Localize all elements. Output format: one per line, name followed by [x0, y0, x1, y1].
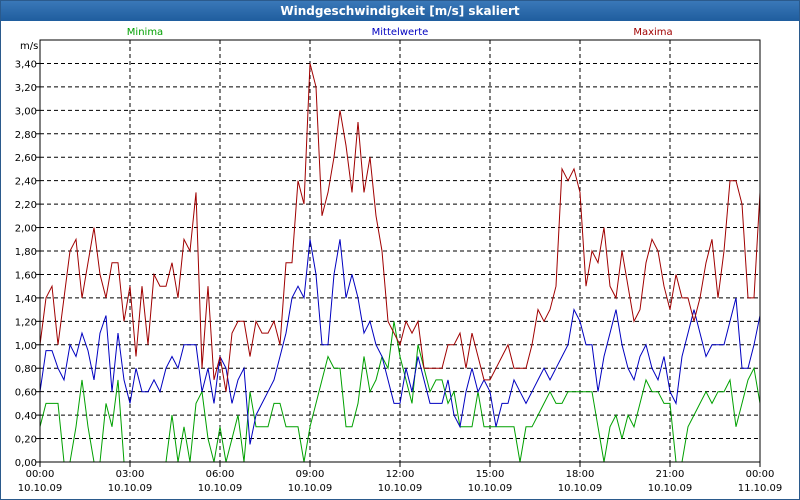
y-tick-label: 0,00	[15, 458, 37, 469]
y-tick-label: 0,20	[15, 435, 37, 446]
y-tick-label: 0,40	[15, 411, 37, 422]
x-tick-date: 10.10.09	[468, 483, 513, 494]
y-tick-label: 1,40	[15, 294, 37, 305]
series-lines	[39, 63, 761, 463]
legend-minima: Minima	[127, 27, 163, 38]
y-tick-label: 2,80	[15, 130, 37, 141]
x-tick-date: 10.10.09	[648, 483, 693, 494]
series-line-maxima	[39, 63, 761, 392]
y-tick-label: 0,80	[15, 364, 37, 375]
legend-maxima: Maxima	[633, 27, 672, 38]
x-tick-date: 10.10.09	[108, 483, 153, 494]
x-tick-time: 12:00	[386, 469, 415, 480]
y-tick-label: 2,00	[15, 224, 37, 235]
y-tick-label: 2,40	[15, 177, 37, 188]
x-axis: 00:00 10.10.09 03:00 10.10.09 06:00 10.10.09 0…	[18, 462, 783, 494]
y-tick-label: 0,60	[15, 388, 37, 399]
x-tick-time: 00:00	[746, 469, 775, 480]
y-tick-label: 2,20	[15, 200, 37, 211]
grid	[40, 40, 760, 463]
y-axis-label: m/s	[20, 41, 38, 52]
y-axis: 0,00 0,20 0,40 0,60 0,80 1,00 1,20 1,40 1,60 1,80…	[15, 59, 40, 469]
x-tick-time: 03:00	[116, 469, 145, 480]
y-tick-label: 2,60	[15, 153, 37, 164]
y-tick-label: 1,00	[15, 341, 37, 352]
x-tick-date: 10.10.09	[198, 483, 243, 494]
x-tick-date: 10.10.09	[378, 483, 423, 494]
series-line-mittelwerte	[39, 239, 761, 445]
chart-svg: 0,00 0,20 0,40 0,60 0,80 1,00 1,20 1,40 1,60 1,80…	[15, 27, 783, 494]
x-tick-time: 09:00	[296, 469, 325, 480]
x-tick-date: 10.10.09	[288, 483, 333, 494]
y-tick-label: 1,60	[15, 270, 37, 281]
x-tick-time: 15:00	[476, 469, 505, 480]
x-tick-date: 10.10.09	[18, 483, 63, 494]
y-tick-label: 3,00	[15, 106, 37, 117]
plot-frame	[39, 39, 761, 463]
x-tick-time: 21:00	[656, 469, 685, 480]
chart-title: Windgeschwindigkeit [m/s] skaliert	[1, 1, 799, 21]
legend-mittelwerte: Mittelwerte	[372, 27, 429, 38]
y-tick-label: 1,20	[15, 317, 37, 328]
x-tick-time: 00:00	[26, 469, 55, 480]
x-tick-time: 18:00	[566, 469, 595, 480]
x-tick-date: 10.10.09	[558, 483, 603, 494]
y-tick-label: 3,40	[15, 59, 37, 70]
y-tick-label: 1,80	[15, 247, 37, 258]
y-tick-label: 3,20	[15, 83, 37, 94]
x-tick-time: 06:00	[206, 469, 235, 480]
x-tick-date: 11.10.09	[738, 483, 783, 494]
